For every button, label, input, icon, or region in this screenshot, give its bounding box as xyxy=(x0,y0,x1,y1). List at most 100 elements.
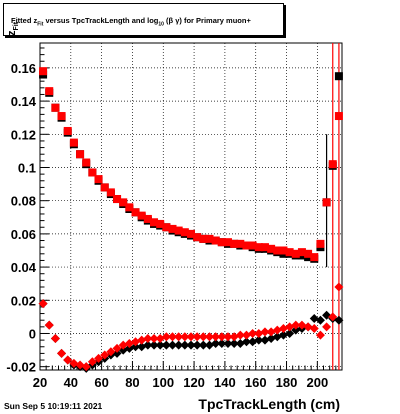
marker-diamond xyxy=(334,282,344,292)
marker-diamond xyxy=(118,340,128,350)
x-tick-label: 60 xyxy=(94,375,108,390)
marker-diamond xyxy=(260,335,270,345)
marker-diamond xyxy=(155,333,165,343)
marker-diamond xyxy=(112,348,122,358)
marker-square xyxy=(304,249,313,258)
marker-diamond xyxy=(278,324,288,334)
marker-diamond xyxy=(211,332,221,342)
x-tick-label: 140 xyxy=(214,375,236,390)
marker-diamond xyxy=(303,322,313,332)
marker-diamond xyxy=(186,332,196,342)
marker-square xyxy=(180,228,189,237)
marker-square xyxy=(63,126,72,135)
marker-square xyxy=(291,249,300,258)
marker-diamond xyxy=(57,348,67,358)
marker-diamond xyxy=(198,340,208,350)
marker-diamond xyxy=(100,350,110,360)
marker-diamond xyxy=(143,333,153,343)
marker-diamond xyxy=(334,315,344,325)
marker-diamond xyxy=(143,340,153,350)
marker-diamond xyxy=(149,333,159,343)
marker-square xyxy=(100,183,109,192)
marker-diamond xyxy=(161,340,171,350)
y-tick-label: 0.06 xyxy=(11,227,36,242)
y-tick-label: 0.12 xyxy=(11,127,36,142)
marker-square xyxy=(143,214,152,223)
marker-diamond xyxy=(229,338,239,348)
marker-square xyxy=(94,175,103,184)
marker-diamond xyxy=(118,345,128,355)
marker-diamond xyxy=(168,332,178,342)
marker-square xyxy=(174,226,183,235)
marker-diamond xyxy=(50,333,60,343)
y-tick-label: 0.04 xyxy=(11,260,37,275)
marker-diamond xyxy=(131,337,141,347)
marker-diamond xyxy=(309,314,319,324)
marker-diamond xyxy=(155,340,165,350)
marker-square xyxy=(230,239,239,248)
marker-square xyxy=(125,203,134,212)
x-tick-label: 200 xyxy=(306,375,328,390)
marker-square xyxy=(51,103,60,112)
marker-diamond xyxy=(235,338,245,348)
marker-square xyxy=(168,224,177,233)
marker-square xyxy=(39,67,48,76)
y-tick-label: 0.14 xyxy=(11,94,37,109)
marker-diamond xyxy=(266,333,276,343)
marker-diamond xyxy=(168,340,178,350)
x-tick-label: 40 xyxy=(64,375,78,390)
marker-square xyxy=(88,168,97,177)
marker-diamond xyxy=(112,343,122,353)
marker-diamond xyxy=(241,330,251,340)
marker-diamond xyxy=(69,358,79,368)
marker-square xyxy=(279,246,288,255)
marker-diamond xyxy=(217,338,227,348)
marker-diamond xyxy=(315,315,325,325)
marker-diamond xyxy=(272,332,282,342)
marker-diamond xyxy=(248,337,258,347)
marker-square xyxy=(310,253,319,262)
marker-diamond xyxy=(223,338,233,348)
marker-diamond xyxy=(285,328,295,338)
marker-diamond xyxy=(297,320,307,330)
title-box: Fitted zFit versus TpcTrackLength and lo… xyxy=(3,3,284,36)
marker-diamond xyxy=(322,322,332,332)
marker-diamond xyxy=(248,328,258,338)
marker-square xyxy=(334,112,343,121)
marker-diamond xyxy=(211,338,221,348)
marker-square xyxy=(82,158,91,167)
marker-diamond xyxy=(198,332,208,342)
marker-diamond xyxy=(87,357,97,367)
marker-diamond xyxy=(44,320,54,330)
x-tick-label: 20 xyxy=(33,375,47,390)
marker-diamond xyxy=(161,332,171,342)
marker-square xyxy=(242,241,251,250)
marker-diamond xyxy=(254,335,264,345)
marker-diamond xyxy=(192,332,202,342)
footer-date: Sun Sep 5 10:19:11 2021 xyxy=(4,401,103,411)
marker-diamond xyxy=(291,325,301,335)
marker-diamond xyxy=(291,320,301,330)
x-tick-label: 100 xyxy=(152,375,174,390)
marker-diamond xyxy=(124,343,134,353)
marker-square xyxy=(156,219,165,228)
marker-diamond xyxy=(192,340,202,350)
plot-frame xyxy=(39,42,343,371)
marker-square xyxy=(205,234,214,243)
marker-diamond xyxy=(149,340,159,350)
marker-square xyxy=(193,233,202,242)
marker-square xyxy=(45,87,54,96)
marker-diamond xyxy=(63,355,73,365)
marker-square xyxy=(57,112,66,121)
y-axis-title: zFit xyxy=(6,21,21,36)
marker-diamond xyxy=(180,340,190,350)
marker-square xyxy=(113,195,122,204)
marker-diamond xyxy=(106,347,116,357)
marker-square xyxy=(76,150,85,159)
marker-diamond xyxy=(81,362,91,372)
marker-square xyxy=(254,243,263,252)
marker-diamond xyxy=(94,353,104,363)
marker-square xyxy=(162,223,171,232)
marker-diamond xyxy=(204,340,214,350)
marker-square xyxy=(137,211,146,220)
